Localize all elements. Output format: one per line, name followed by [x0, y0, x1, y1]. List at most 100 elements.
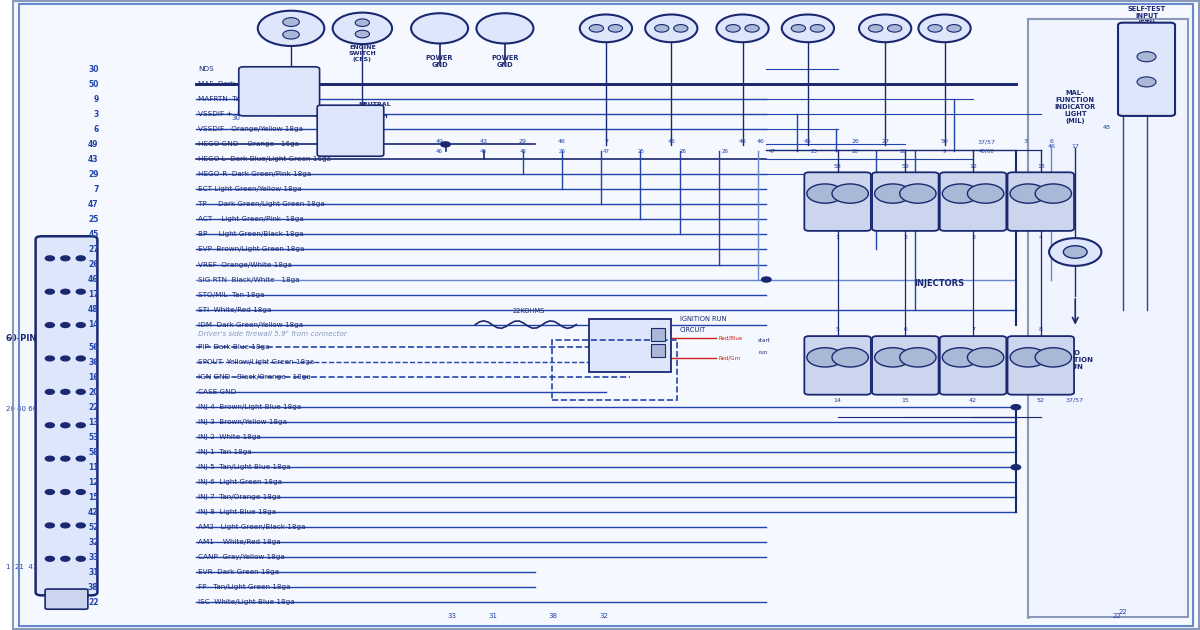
- Circle shape: [61, 490, 70, 495]
- Circle shape: [589, 25, 604, 32]
- Text: 29: 29: [518, 139, 527, 144]
- Circle shape: [283, 18, 299, 26]
- Text: 43: 43: [480, 139, 487, 144]
- Text: ISC  White/Light Blue 18ga: ISC White/Light Blue 18ga: [198, 599, 295, 605]
- Text: 25: 25: [89, 215, 98, 224]
- Circle shape: [412, 13, 468, 43]
- Text: 46: 46: [667, 139, 676, 144]
- Text: 13: 13: [1037, 164, 1045, 168]
- Circle shape: [1138, 52, 1156, 62]
- Circle shape: [46, 289, 54, 294]
- Circle shape: [77, 423, 85, 428]
- Text: start: start: [758, 338, 770, 343]
- Text: INJ-5  Tan/Light Blue 18ga: INJ-5 Tan/Light Blue 18ga: [198, 464, 292, 470]
- Circle shape: [1036, 348, 1072, 367]
- Text: 25: 25: [638, 149, 646, 154]
- FancyBboxPatch shape: [940, 336, 1007, 394]
- Text: 56: 56: [89, 343, 98, 352]
- Circle shape: [726, 25, 740, 32]
- Text: 27: 27: [88, 245, 98, 254]
- Text: 17: 17: [1072, 144, 1079, 149]
- Text: 52: 52: [89, 523, 98, 532]
- Text: TP     Dark Green/Light Green 18ga: TP Dark Green/Light Green 18ga: [198, 202, 325, 207]
- Text: 45: 45: [89, 230, 98, 239]
- Circle shape: [810, 25, 824, 32]
- Circle shape: [46, 356, 54, 361]
- Circle shape: [1063, 246, 1087, 258]
- Circle shape: [61, 423, 70, 428]
- Circle shape: [258, 11, 324, 46]
- Circle shape: [967, 184, 1003, 203]
- Circle shape: [869, 25, 883, 32]
- Text: SELF-TEST
INPUT
(STI): SELF-TEST INPUT (STI): [1128, 6, 1165, 26]
- Circle shape: [942, 348, 979, 367]
- FancyBboxPatch shape: [940, 172, 1007, 231]
- Text: IGNITION RUN: IGNITION RUN: [679, 316, 726, 323]
- Text: Red/Blue: Red/Blue: [719, 336, 743, 341]
- Text: 37/57: 37/57: [977, 139, 995, 144]
- Text: 32: 32: [599, 612, 608, 619]
- Circle shape: [806, 184, 844, 203]
- Text: SPOUT  Yellow/Light Green 18ga: SPOUT Yellow/Light Green 18ga: [198, 359, 314, 365]
- Circle shape: [46, 556, 54, 561]
- Text: 14: 14: [88, 320, 98, 329]
- Circle shape: [77, 256, 85, 261]
- Text: 20 40 60: 20 40 60: [6, 406, 37, 412]
- Text: ACT    Light Green/Pink  18ga: ACT Light Green/Pink 18ga: [198, 217, 304, 222]
- Text: 11: 11: [88, 463, 98, 472]
- Circle shape: [355, 30, 370, 38]
- Text: 7: 7: [604, 139, 608, 144]
- Text: 33: 33: [88, 553, 98, 562]
- Circle shape: [967, 348, 1003, 367]
- Text: 46: 46: [480, 149, 487, 154]
- Text: VREF  Orange/White 18ga: VREF Orange/White 18ga: [198, 261, 293, 268]
- Text: 50: 50: [89, 80, 98, 89]
- Circle shape: [61, 523, 70, 528]
- FancyBboxPatch shape: [1008, 172, 1074, 231]
- Text: TO
IGNITION
SWITCH: TO IGNITION SWITCH: [805, 338, 841, 358]
- Text: 27: 27: [881, 139, 889, 144]
- Text: 38: 38: [548, 612, 557, 619]
- Text: BP     Light Green/Black 18ga: BP Light Green/Black 18ga: [198, 231, 304, 238]
- Circle shape: [46, 323, 54, 328]
- Text: INJ-7  Tan/Orange 18ga: INJ-7 Tan/Orange 18ga: [198, 495, 281, 500]
- Circle shape: [1138, 77, 1156, 87]
- Text: M/T: M/T: [272, 74, 287, 80]
- FancyBboxPatch shape: [46, 589, 88, 609]
- Text: STI  White/Red 18ga: STI White/Red 18ga: [198, 307, 271, 312]
- Circle shape: [61, 256, 70, 261]
- Text: 1  21  41: 1 21 41: [6, 564, 37, 570]
- Text: 53: 53: [89, 433, 98, 442]
- Text: CASE GND: CASE GND: [198, 389, 236, 395]
- Text: 48: 48: [88, 305, 98, 314]
- Text: TFI
CONNECTOR: TFI CONNECTOR: [606, 339, 655, 352]
- Circle shape: [355, 19, 370, 26]
- Text: 46: 46: [739, 139, 746, 144]
- Text: 47: 47: [769, 149, 775, 154]
- Circle shape: [928, 25, 942, 32]
- Text: 8: 8: [1039, 328, 1043, 333]
- Text: 22KOHMS: 22KOHMS: [512, 308, 545, 314]
- Text: 26: 26: [721, 149, 728, 154]
- Text: AM1    White/Red 18ga: AM1 White/Red 18ga: [198, 539, 281, 546]
- Circle shape: [46, 389, 54, 394]
- Text: PIP  Dark Blue 18ga: PIP Dark Blue 18ga: [198, 344, 270, 350]
- Text: 14: 14: [834, 399, 841, 403]
- Circle shape: [61, 289, 70, 294]
- Circle shape: [46, 456, 54, 461]
- Text: NDS: NDS: [198, 66, 214, 72]
- Text: 22: 22: [1112, 612, 1121, 619]
- Bar: [652, 328, 665, 341]
- Text: POWER
GND: POWER GND: [426, 55, 454, 69]
- Text: 7: 7: [971, 328, 976, 333]
- Text: SIG RTN  Black/White   18ga: SIG RTN Black/White 18ga: [198, 277, 300, 282]
- Text: 43: 43: [88, 155, 98, 164]
- Text: HEGO L  Dark Blue/Light Green 16ga: HEGO L Dark Blue/Light Green 16ga: [198, 156, 331, 163]
- Text: 1: 1: [835, 234, 840, 239]
- Text: 48: 48: [1103, 125, 1110, 130]
- Text: 49: 49: [436, 139, 444, 144]
- Text: 15: 15: [901, 399, 910, 403]
- Circle shape: [1012, 465, 1020, 470]
- Bar: [652, 345, 665, 357]
- Circle shape: [46, 256, 54, 261]
